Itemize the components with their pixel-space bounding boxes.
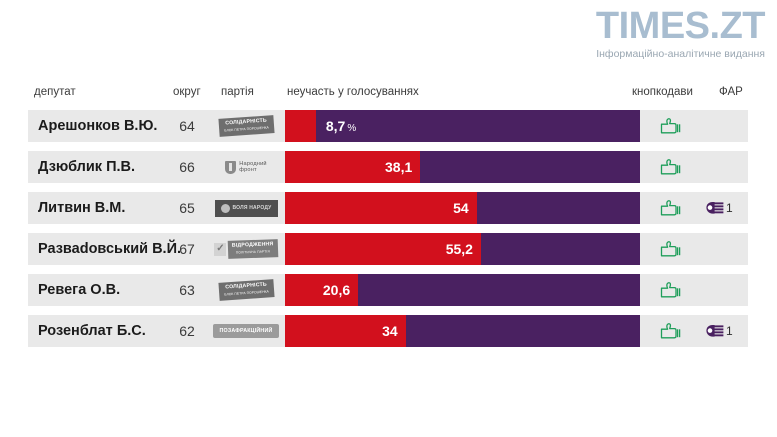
party-badge-volya-narodu: ВОЛЯ НАРОДУ — [214, 199, 278, 217]
column-header-absence: неучасть у голосуваннях — [287, 86, 419, 98]
thumbs-up-icon[interactable] — [659, 321, 681, 341]
thumbs-up-icon[interactable] — [659, 116, 681, 136]
thumbs-up-icon[interactable] — [659, 157, 681, 177]
absence-bar-track: 20,6 — [285, 274, 640, 306]
absence-bar-track: 34 — [285, 315, 640, 347]
deputy-name: Разваdовський В.Й. — [38, 241, 182, 257]
far-cell[interactable] — [700, 233, 748, 265]
district-number: 67 — [179, 241, 195, 257]
district-number: 64 — [179, 118, 195, 134]
buttons-cell[interactable] — [648, 110, 692, 142]
far-cell[interactable] — [700, 151, 748, 183]
shield-icon — [225, 160, 237, 174]
table-row[interactable]: Литвин В.М. 65 ВОЛЯ НАРОДУ 54 1 — [0, 192, 777, 224]
absence-bar-fill — [285, 192, 477, 224]
thumbs-up-icon[interactable] — [659, 280, 681, 300]
deputy-name: Дзюблик П.В. — [38, 159, 136, 175]
checkmark-icon — [214, 242, 227, 256]
far-cell[interactable] — [700, 274, 748, 306]
deputies-table: Арешонков В.Ю. 64 СОЛІДАРНІСТЬ БЛОК ПЕТРА П… — [0, 110, 777, 356]
deputy-name: Ревега О.В. — [38, 282, 121, 298]
logo-tagline: Інформаційно-аналітичне видання — [596, 48, 765, 60]
party-badge-narodnyi-front: Народний фронт — [225, 160, 267, 174]
column-header-far: ФАР — [719, 86, 743, 98]
table-row[interactable]: Дзюблик П.В. 66 Народний фронт 38,1 — [0, 151, 777, 183]
absence-bar-fill — [285, 315, 406, 347]
hand-icon[interactable] — [704, 200, 724, 217]
buttons-cell[interactable] — [648, 151, 692, 183]
buttons-cell[interactable] — [648, 233, 692, 265]
column-header-district: округ — [173, 86, 201, 98]
deputy-name: Литвин В.М. — [38, 200, 126, 216]
district-number: 66 — [179, 159, 195, 175]
buttons-cell[interactable] — [648, 192, 692, 224]
column-header-buttons: кнопкодави — [632, 86, 693, 98]
party-cell: СОЛІДАРНІСТЬ БЛОК ПЕТРА ПОРОШЕНКА — [210, 110, 282, 142]
table-row[interactable]: Розенблат Б.С. 62 ПОЗАФРАКЦІЙНИЙ 34 1 — [0, 315, 777, 347]
absence-bar-track: 38,1 — [285, 151, 640, 183]
district-number: 63 — [179, 282, 195, 298]
table-row[interactable]: Разваdовський В.Й.67 ВІДРОДЖЕННЯПОЛІТИЧНА… — [0, 233, 777, 265]
party-cell: ПОЗАФРАКЦІЙНИЙ — [210, 315, 282, 347]
table-row[interactable]: Арешонков В.Ю. 64 СОЛІДАРНІСТЬ БЛОК ПЕТРА П… — [0, 110, 777, 142]
thumbs-up-icon[interactable] — [659, 239, 681, 259]
far-cell[interactable]: 1 — [700, 192, 748, 224]
absence-value-label: 55,2 — [445, 241, 473, 257]
column-header-party: партія — [221, 86, 254, 98]
district-number: 62 — [179, 323, 195, 339]
absence-bar-fill — [285, 233, 481, 265]
logo-title: TIMES.ZT — [595, 5, 766, 47]
table-header: депутат округ партія неучасть у голосува… — [0, 86, 777, 106]
absence-value-label: 34 — [382, 323, 398, 339]
buttons-cell[interactable] — [648, 274, 692, 306]
sun-icon — [220, 203, 230, 213]
table-row[interactable]: Ревега О.В. 63 СОЛІДАРНІСТЬ БЛОК ПЕТРА ПОРО… — [0, 274, 777, 306]
hand-icon[interactable] — [704, 323, 724, 340]
party-badge-pozafraktsiynyi: ПОЗАФРАКЦІЙНИЙ — [212, 324, 280, 338]
absence-value-label: 8,7% — [325, 118, 357, 134]
far-cell[interactable] — [700, 110, 748, 142]
deputy-name: Арешонков В.Ю. — [38, 118, 158, 134]
far-cell[interactable]: 1 — [700, 315, 748, 347]
far-count: 1 — [726, 324, 733, 338]
absence-value-label: 20,6 — [322, 282, 351, 298]
far-count: 1 — [726, 201, 733, 215]
thumbs-up-icon[interactable] — [659, 198, 681, 218]
site-logo: TIMES.ZT Інформаційно-аналітичне видання — [535, 5, 766, 61]
district-number: 65 — [179, 200, 195, 216]
party-cell: СОЛІДАРНІСТЬ БЛОК ПЕТРА ПОРОШЕНКА — [210, 274, 282, 306]
absence-bar-fill — [285, 110, 316, 142]
absence-bar-track: 55,2 — [285, 233, 640, 265]
absence-bar-fill — [285, 274, 359, 306]
absence-value-label: 54 — [453, 200, 469, 216]
party-cell: ВОЛЯ НАРОДУ — [210, 192, 282, 224]
column-header-deputy: депутат — [34, 86, 76, 98]
absence-value-label: 38,1 — [385, 159, 413, 175]
party-badge-solidarnist: СОЛІДАРНІСТЬ БЛОК ПЕТРА ПОРОШЕНКА — [218, 115, 274, 137]
absence-bar-fill — [285, 151, 421, 183]
absence-bar-track: 54 — [285, 192, 640, 224]
party-badge-solidarnist: СОЛІДАРНІСТЬ БЛОК ПЕТРА ПОРОШЕНКА — [218, 279, 274, 301]
absence-bar-track: 8,7% — [285, 110, 640, 142]
deputy-name: Розенблат Б.С. — [38, 323, 146, 339]
buttons-cell[interactable] — [648, 315, 692, 347]
party-cell: Народний фронт — [210, 151, 282, 183]
